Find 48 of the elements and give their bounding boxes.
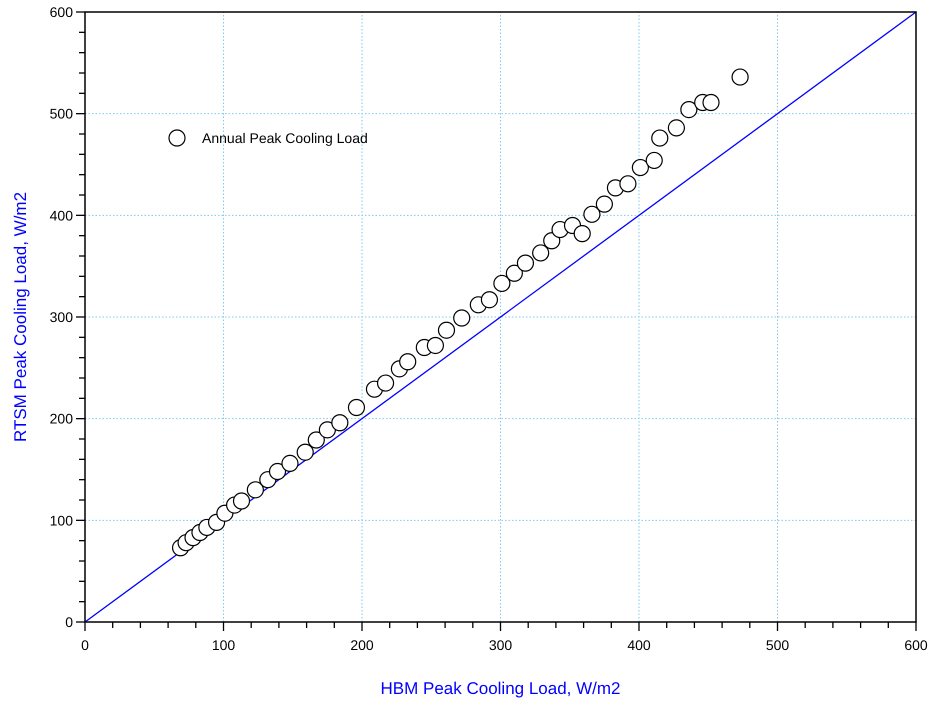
- point: [268, 462, 286, 480]
- point: [376, 374, 394, 392]
- point: [296, 444, 314, 461]
- point: [438, 322, 456, 339]
- point: [732, 68, 749, 86]
- x-tick-label: 200: [350, 637, 374, 653]
- point: [651, 129, 668, 147]
- y-tick-label: 200: [50, 410, 74, 427]
- point: [453, 309, 470, 327]
- point: [246, 481, 264, 498]
- y-tick-label: 400: [50, 207, 74, 224]
- x-tick-label: 400: [627, 637, 651, 653]
- point: [668, 119, 685, 136]
- point: [318, 421, 336, 438]
- y-tick-label: 500: [50, 106, 74, 122]
- point: [680, 101, 698, 118]
- x-tick-label: 500: [766, 637, 790, 653]
- point: [619, 175, 637, 192]
- x-axis-title: HBM Peak Cooling Load, W/m2: [380, 679, 620, 698]
- point: [596, 196, 613, 213]
- legend-label: Annual Peak Cooling Load: [202, 130, 368, 146]
- point: [506, 264, 523, 282]
- y-tick-label: 0: [65, 614, 74, 630]
- point: [399, 353, 416, 370]
- point: [308, 431, 325, 449]
- point: [516, 254, 534, 272]
- point: [348, 398, 366, 416]
- point: [583, 206, 601, 223]
- point: [532, 244, 550, 262]
- y-axis-title: RTSM Peak Cooling Load, W/m2: [11, 192, 30, 442]
- y-tick-label: 100: [50, 512, 74, 528]
- y-tick-label: 600: [50, 4, 74, 20]
- point: [493, 274, 510, 292]
- point: [281, 454, 299, 472]
- point: [702, 94, 720, 112]
- x-tick-label: 100: [212, 637, 236, 653]
- point: [574, 225, 591, 242]
- x-tick-label: 600: [904, 637, 928, 653]
- point: [232, 492, 250, 510]
- point: [331, 414, 348, 432]
- point: [543, 232, 560, 250]
- x-tick-label: 0: [81, 637, 90, 653]
- point: [632, 158, 649, 176]
- point: [646, 152, 663, 170]
- x-tick-label: 300: [488, 637, 512, 653]
- point: [426, 336, 444, 354]
- point: [480, 291, 498, 308]
- y-tick-label: 300: [50, 309, 74, 325]
